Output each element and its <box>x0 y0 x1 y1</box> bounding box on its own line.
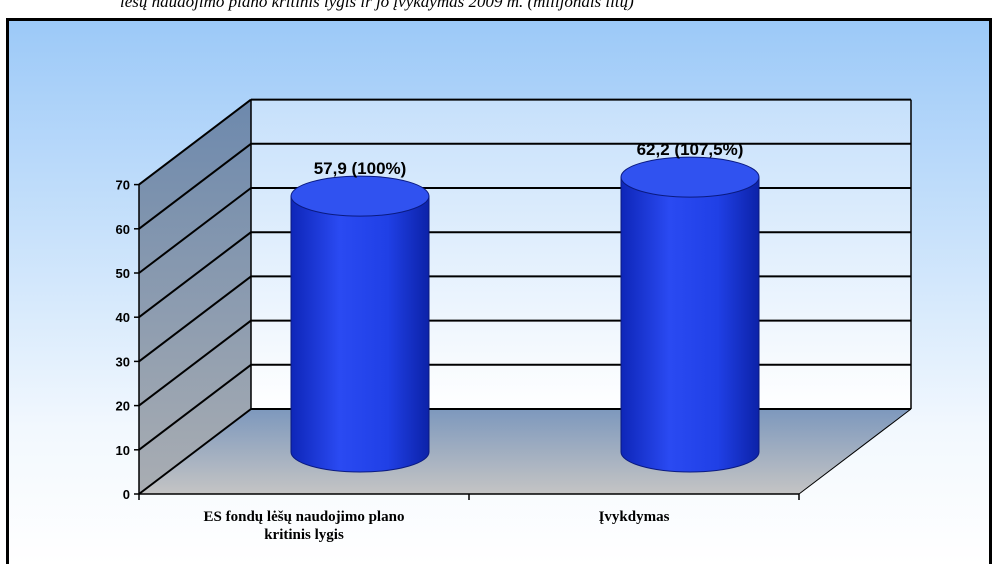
x-category-label: Įvykdymas <box>599 509 670 525</box>
gridline-side <box>138 187 252 274</box>
floor <box>139 409 911 494</box>
gridline-side <box>138 231 252 318</box>
gridline-side <box>138 319 252 407</box>
data-label: 62,2 (107,5%) <box>637 140 744 159</box>
gridline-side <box>138 98 252 186</box>
bar-cylinder <box>620 156 760 473</box>
y-tick-label: 0 <box>123 487 130 502</box>
x-category-label: ES fondų lėšų naudojimo plano <box>204 509 405 525</box>
bar-cylinder <box>290 175 430 473</box>
side-wall <box>139 99 251 494</box>
bar-body <box>620 176 760 473</box>
bar-top <box>620 156 760 198</box>
chart-frame: 0 10 20 30 40 50 60 70 57,9 (100%) ES fondų lėšų… <box>6 18 992 564</box>
y-tick-label: 60 <box>116 222 130 237</box>
bar-top <box>290 175 430 217</box>
gridline-side <box>138 275 252 363</box>
y-tick-label: 50 <box>116 266 130 281</box>
y-tick-label: 30 <box>116 354 130 369</box>
y-tick-label: 70 <box>116 178 130 193</box>
clipped-header-text: lėšų naudojimo plano kritinis lygis ir j… <box>0 0 996 16</box>
y-tick-label: 10 <box>116 443 130 458</box>
y-tick-label: 20 <box>116 399 130 414</box>
gridline-side <box>138 143 252 230</box>
header-text: lėšų naudojimo plano kritinis lygis ir j… <box>120 0 634 11</box>
bar-body <box>290 195 430 473</box>
bar-chart: 0 10 20 30 40 50 60 70 57,9 (100%) ES fondų lėšų… <box>116 98 912 543</box>
data-label: 57,9 (100%) <box>314 159 407 178</box>
y-tick-label: 40 <box>116 310 130 325</box>
gridline-side <box>138 364 252 451</box>
x-category-label: kritinis lygis <box>264 527 344 543</box>
gridline-side <box>138 408 252 495</box>
floor-right-edge <box>798 408 912 495</box>
